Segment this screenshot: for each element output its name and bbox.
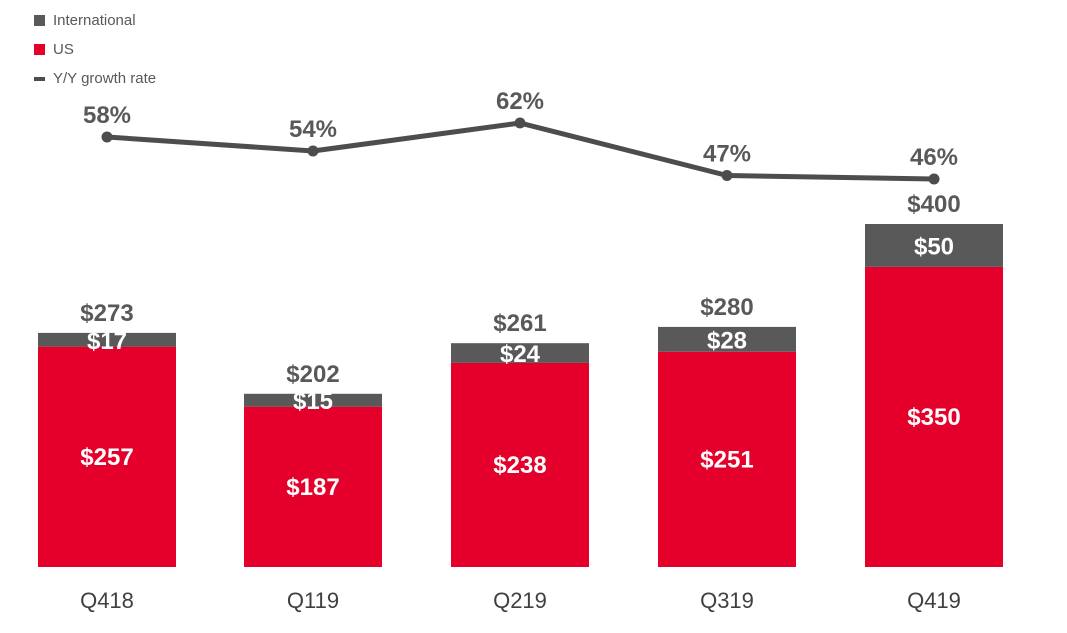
growth-rate-label-Q219: 62%	[496, 88, 544, 115]
bar-international-Q419	[865, 224, 1003, 267]
x-tick-label-Q319: Q319	[700, 588, 754, 613]
total-label-Q119: $202	[286, 361, 339, 388]
legend-item-us: US	[34, 35, 156, 64]
legend-label-us: US	[53, 41, 74, 58]
growth-rate-label-Q419: 46%	[910, 144, 958, 171]
growth-rate-point-Q418	[101, 131, 113, 143]
total-label-Q319: $280	[700, 294, 753, 321]
data-label-us-Q119: $187	[286, 474, 339, 501]
data-label-international-Q419: $50	[914, 233, 954, 260]
bar-international-Q319	[658, 326, 796, 352]
growth-rate-line	[106, 120, 935, 182]
bar-international-Q119	[244, 393, 382, 407]
chart-legend: International US Y/Y growth rate	[34, 6, 156, 93]
x-tick-label-Q219: Q219	[493, 588, 547, 613]
growth-rate-label-Q119: 54%	[289, 116, 337, 143]
data-label-international-Q119: $15	[293, 388, 333, 415]
data-label-international-Q319: $28	[707, 327, 747, 354]
bar-us-Q419	[865, 266, 1003, 567]
growth-rate-point-Q219	[514, 117, 526, 129]
growth-rate-label-Q319: 47%	[703, 141, 751, 168]
bar-us-Q219	[451, 362, 589, 567]
legend-label-growth-rate: Y/Y growth rate	[53, 70, 157, 87]
legend-item-international: International	[34, 6, 156, 35]
legend-item-growth-rate: Y/Y growth rate	[34, 64, 156, 93]
legend-label-international: International	[53, 12, 136, 29]
growth-rate-point-Q319	[721, 170, 733, 181]
bar-us-Q319	[658, 351, 796, 567]
legend-swatch-growth-rate	[34, 76, 45, 81]
data-label-international-Q418: $17	[87, 328, 127, 355]
data-label-us-Q219: $238	[493, 452, 546, 479]
x-tick-label-Q418: Q418	[80, 588, 134, 613]
bar-international-Q219	[451, 343, 589, 363]
data-label-us-Q319: $251	[700, 446, 753, 473]
growth-rate-point-Q119	[307, 145, 319, 157]
data-label-international-Q219: $24	[500, 341, 541, 368]
bar-us-Q119	[244, 406, 382, 567]
total-label-Q419: $400	[907, 191, 960, 218]
legend-swatch-us	[34, 44, 45, 55]
growth-rate-label-Q418: 58%	[83, 102, 131, 129]
data-label-us-Q418: $257	[80, 444, 133, 471]
bar-international-Q418	[38, 332, 176, 347]
x-tick-label-Q419: Q419	[907, 588, 961, 613]
growth-rate-point-Q419	[928, 173, 940, 185]
legend-swatch-international	[34, 15, 45, 26]
total-label-Q418: $273	[80, 300, 133, 327]
data-label-us-Q419: $350	[907, 404, 960, 431]
bar-us-Q418	[38, 346, 176, 567]
total-label-Q219: $261	[493, 310, 546, 337]
x-tick-label-Q119: Q119	[287, 588, 339, 613]
